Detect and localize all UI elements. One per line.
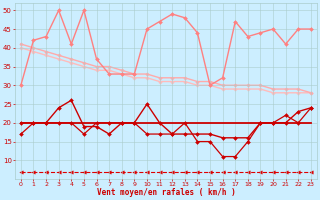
X-axis label: Vent moyen/en rafales ( km/h ): Vent moyen/en rafales ( km/h ) xyxy=(97,188,235,197)
